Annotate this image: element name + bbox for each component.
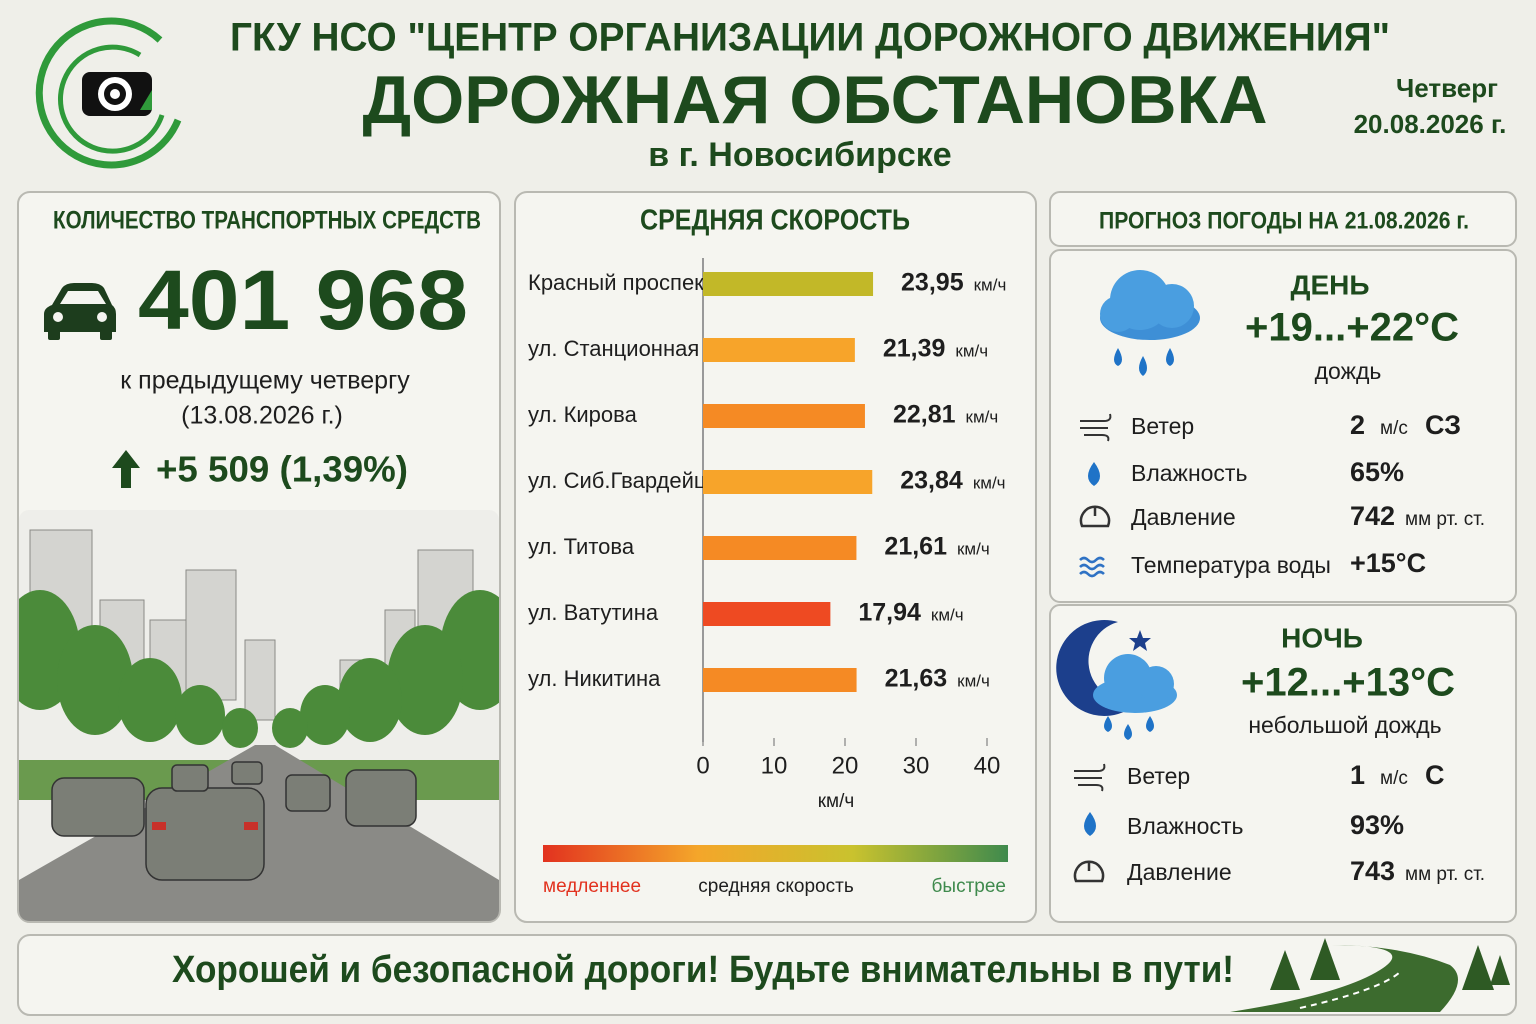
row-value: 743: [1350, 856, 1395, 886]
pressure-icon: [1073, 860, 1105, 883]
chart-title: СРЕДНЯЯ СКОРОСТЬ: [640, 205, 910, 237]
weather-title: ПРОГНОЗ ПОГОДЫ НА 21.08.2026 г.: [1099, 207, 1469, 234]
bar: [703, 536, 857, 560]
category-label: ул. Станционная: [528, 336, 699, 361]
row-value: 93%: [1350, 810, 1404, 840]
weekday: Четверг: [1396, 73, 1498, 103]
day-desc: дождь: [1315, 358, 1382, 384]
date: 20.08.2026 г.: [1354, 109, 1507, 139]
value-label: 23,95: [901, 269, 964, 297]
row-name: Ветер: [1127, 763, 1190, 789]
subtitle: в г. Новосибирске: [648, 136, 951, 174]
pressure-icon: [1079, 505, 1111, 528]
category-label: ул. Ватутина: [528, 600, 659, 625]
wind-icon: [1080, 413, 1112, 442]
night-label: НОЧЬ: [1281, 622, 1363, 653]
row-extra: С: [1425, 760, 1445, 790]
x-tick-label: 20: [832, 752, 859, 779]
value-label: 21,61: [884, 533, 947, 561]
day-temp: +19...+22°C: [1245, 306, 1459, 350]
row-name: Влажность: [1127, 813, 1243, 839]
row-name: Ветер: [1131, 413, 1194, 439]
up-arrow: [112, 450, 140, 488]
x-axis-label: км/ч: [818, 791, 855, 812]
footer-panel: [17, 934, 1517, 1016]
bar: [703, 602, 831, 626]
category-label: Красный проспект: [528, 270, 714, 295]
x-tick-label: 10: [761, 752, 788, 779]
row-unit: м/с: [1380, 418, 1408, 439]
value-unit: км/ч: [957, 671, 990, 690]
moon-cloud-icon: [1056, 619, 1177, 740]
compare-date: (13.08.2026 г.): [181, 402, 343, 430]
row-name: Влажность: [1131, 460, 1247, 486]
row-value: 2: [1350, 410, 1365, 440]
water-icon: [1079, 556, 1105, 578]
value-unit: км/ч: [955, 341, 988, 360]
scale-fast: быстрее: [932, 876, 1006, 897]
category-label: ул. Кирова: [528, 402, 638, 427]
value-unit: км/ч: [966, 407, 999, 426]
row-unit: м/с: [1380, 768, 1408, 789]
main-title: ДОРОЖНАЯ ОБСТАНОВКА: [363, 62, 1268, 138]
x-tick-label: 0: [696, 752, 709, 779]
value-label: 21,39: [883, 335, 946, 363]
bar: [703, 668, 857, 692]
compare-text: к предыдущему четвергу: [120, 367, 410, 395]
row-value: 1: [1350, 760, 1365, 790]
row-name: Температура воды: [1131, 552, 1331, 578]
category-label: ул. Титова: [528, 534, 635, 559]
change: +5 509 (1,39%): [156, 449, 408, 490]
road-trees-icon: [1230, 938, 1510, 1012]
row-name: Давление: [1127, 859, 1232, 885]
row-value: 742: [1350, 501, 1395, 531]
humidity-icon: [1084, 812, 1096, 836]
x-tick-label: 30: [903, 752, 930, 779]
bar: [703, 338, 855, 362]
row-name: Давление: [1131, 504, 1236, 530]
vehicle-count: 401 968: [138, 253, 468, 347]
day-label: ДЕНЬ: [1291, 269, 1370, 300]
city-illustration: [19, 510, 499, 921]
category-label: ул. Сиб.Гвардейцев: [528, 468, 730, 493]
row-unit: мм рт. ст.: [1405, 509, 1485, 530]
footer-text: Хорошей и безопасной дороги! Будьте вним…: [172, 949, 1234, 991]
value-unit: км/ч: [957, 539, 990, 558]
weather-header: [1049, 191, 1517, 247]
speed-chart: СРЕДНЯЯ СКОРОСТЬ 0 10 20 30 40 км/ч Красный пр…: [528, 205, 1008, 897]
scale-slow: медленнее: [543, 876, 641, 897]
humidity-icon: [1088, 462, 1100, 486]
value-label: 23,84: [900, 467, 963, 495]
row-value: 65%: [1350, 457, 1404, 487]
scale-mid: средняя скорость: [698, 876, 854, 897]
vehicles-title: КОЛИЧЕСТВО ТРАНСПОРТНЫХ СРЕДСТВ: [53, 207, 481, 235]
row-extra: СЗ: [1425, 410, 1461, 440]
night-desc: небольшой дождь: [1248, 712, 1441, 738]
speed-scale: [543, 845, 1008, 862]
rain-cloud-icon: [1100, 270, 1200, 376]
wind-icon: [1074, 763, 1106, 792]
row-unit: мм рт. ст.: [1405, 864, 1485, 885]
value-unit: км/ч: [974, 275, 1007, 294]
value-label: 22,81: [893, 401, 956, 429]
night-temp: +12...+13°C: [1241, 661, 1455, 705]
value-label: 17,94: [858, 599, 921, 627]
bar: [703, 404, 865, 428]
value-unit: км/ч: [973, 473, 1006, 492]
logo: [35, 17, 182, 169]
org-name: ГКУ НСО "ЦЕНТР ОРГАНИЗАЦИИ ДОРОЖНОГО ДВИ…: [230, 16, 1390, 60]
row-value: +15°C: [1350, 548, 1426, 578]
x-tick-label: 40: [974, 752, 1001, 779]
category-label: ул. Никитина: [528, 666, 661, 691]
bar: [703, 272, 874, 296]
value-label: 21,63: [885, 665, 948, 693]
value-unit: км/ч: [931, 605, 964, 624]
bar: [703, 470, 873, 494]
car-icon: [44, 283, 116, 340]
